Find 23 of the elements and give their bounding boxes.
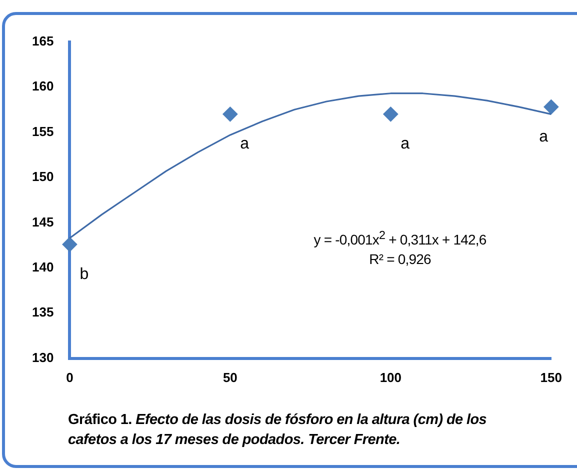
x-tick-label: 50 [222,370,238,385]
y-tick-label: 150 [32,169,54,184]
y-tick-label: 130 [32,350,54,365]
y-tick-label: 160 [32,78,54,94]
point [62,236,78,252]
text: Gráfico 1. Efecto de las dosis de fósforo en la altura (cm) de los cafetos a los 17 meses de podados. Tercer Frente. [68,411,488,450]
x-tick-label: 0 [66,370,74,385]
point [383,106,398,122]
x-tick-label: 150 [540,370,562,385]
annotation: R² = 0,926 [368,250,432,269]
annotation: a [240,136,250,153]
y-tick-label: 165 [32,33,54,48]
annotation: a [400,136,410,153]
y-tick-label: 155 [32,124,54,139]
annotation: b [80,266,89,283]
y-tick-label: 135 [32,304,54,320]
point [222,106,238,122]
y-tick-label: 145 [32,214,54,230]
annotation: y = -0,001x$^{2}$ + 0,311x + 142,6 [312,228,488,250]
x-tick-label: 100 [380,370,402,385]
point [544,99,559,114]
annotation: a [539,128,548,146]
y-tick-label: 140 [32,260,54,275]
